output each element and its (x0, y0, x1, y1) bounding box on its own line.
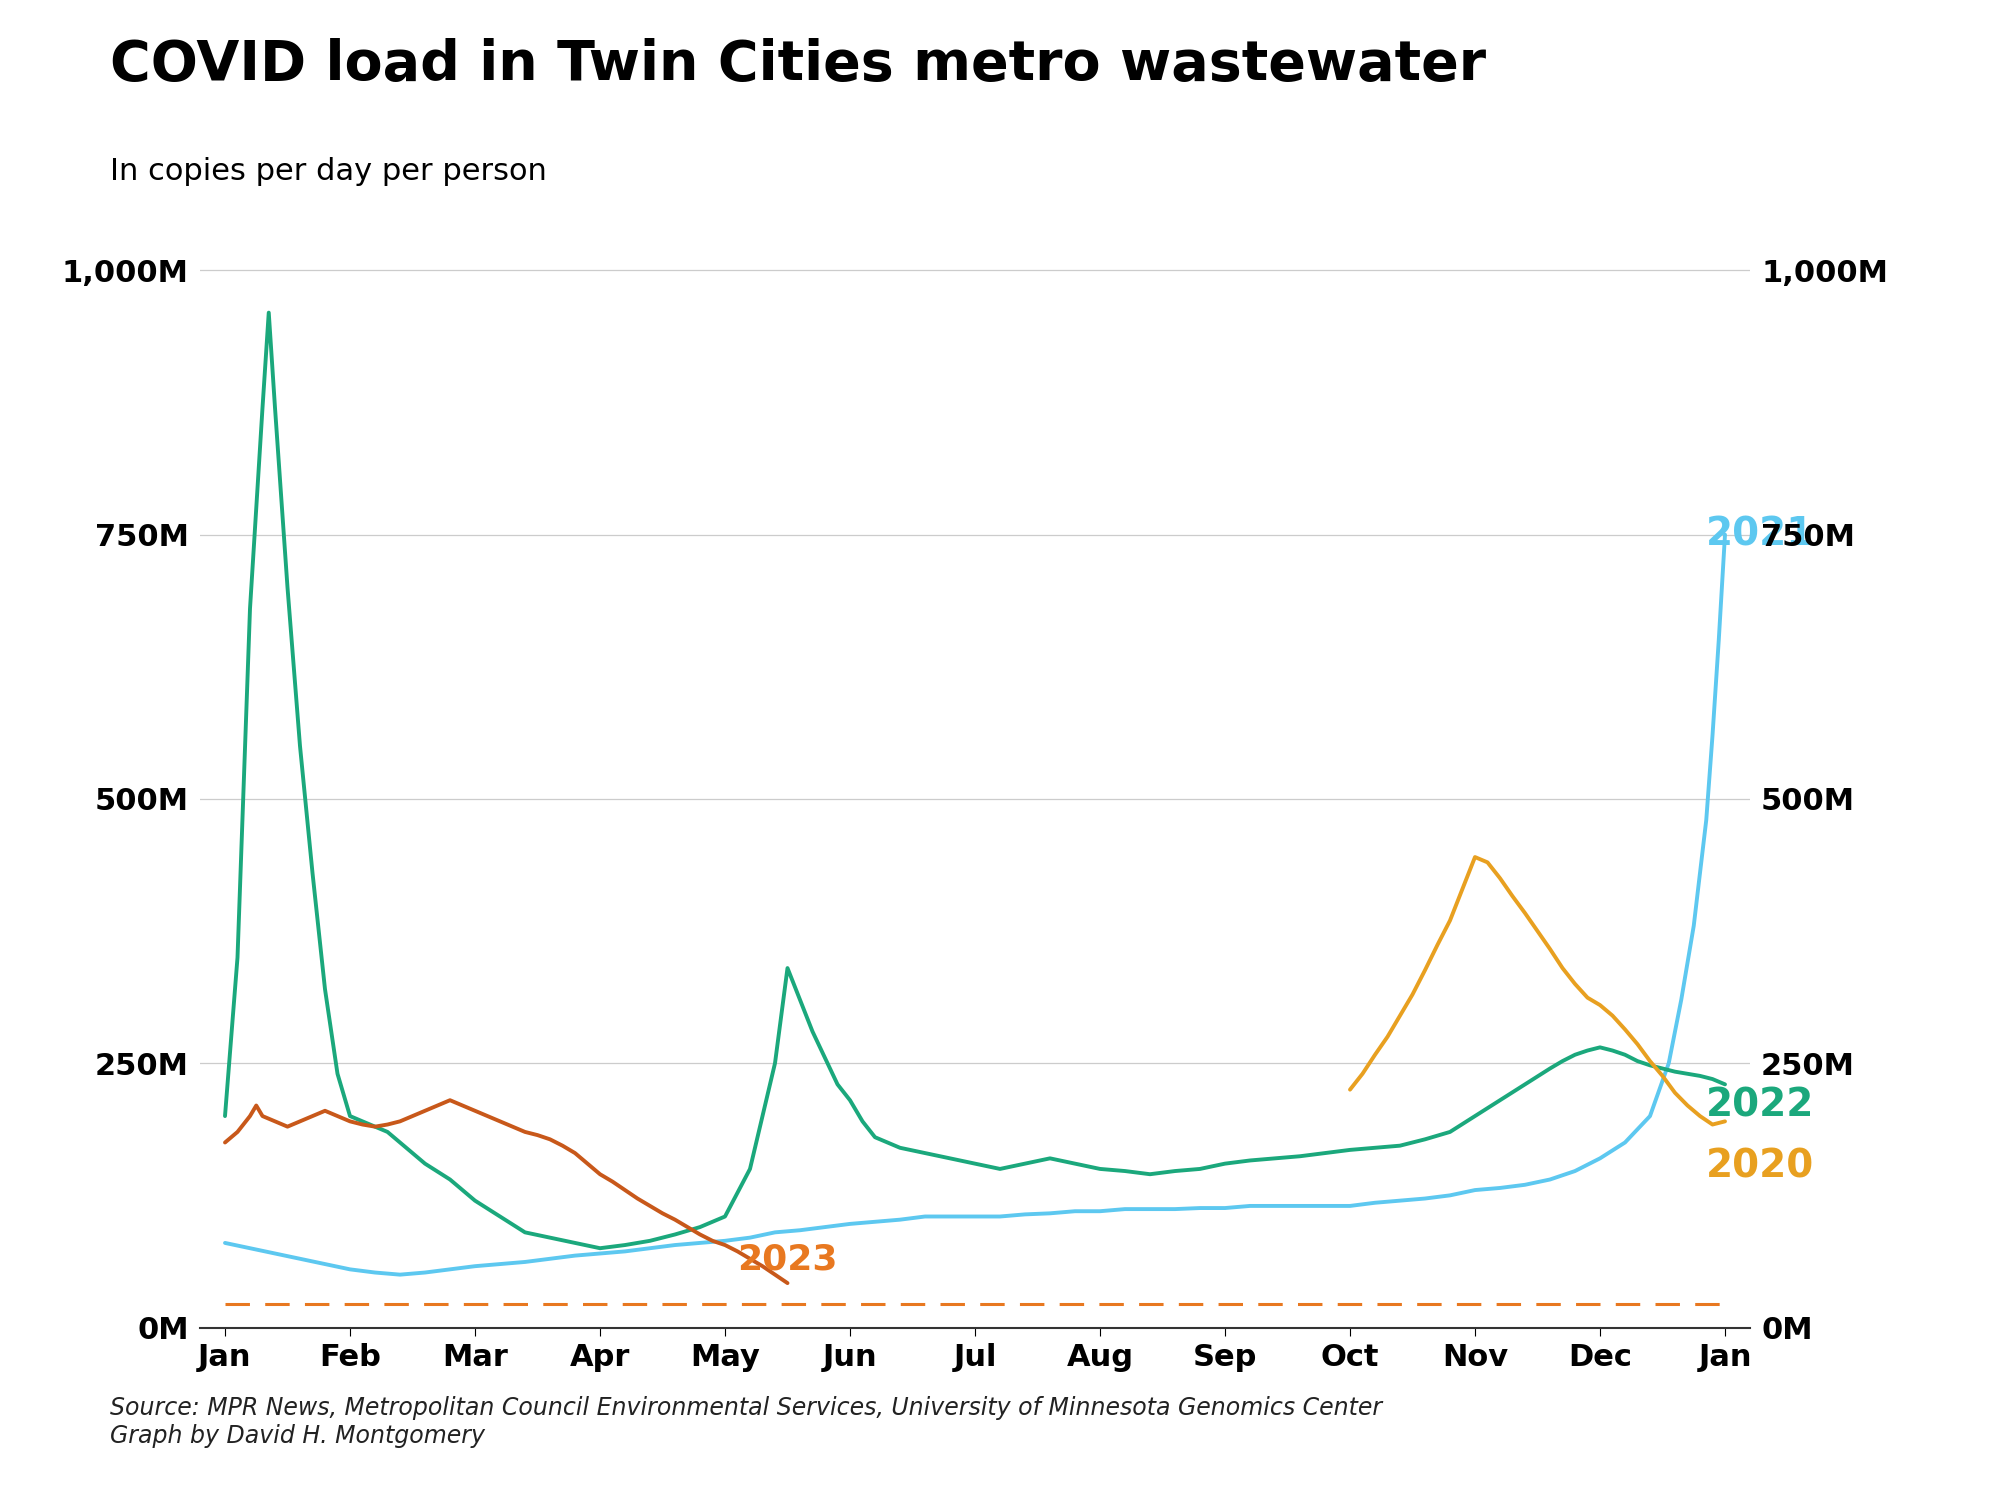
Text: 2023: 2023 (738, 1244, 838, 1276)
Text: 2022: 2022 (1706, 1086, 1814, 1125)
Text: 2020: 2020 (1706, 1148, 1814, 1186)
Text: 2021: 2021 (1706, 516, 1814, 554)
Text: Source: MPR News, Metropolitan Council Environmental Services, University of Min: Source: MPR News, Metropolitan Council E… (110, 1395, 1382, 1447)
Text: In copies per day per person: In copies per day per person (110, 158, 546, 186)
Text: COVID load in Twin Cities metro wastewater: COVID load in Twin Cities metro wastewat… (110, 38, 1486, 92)
